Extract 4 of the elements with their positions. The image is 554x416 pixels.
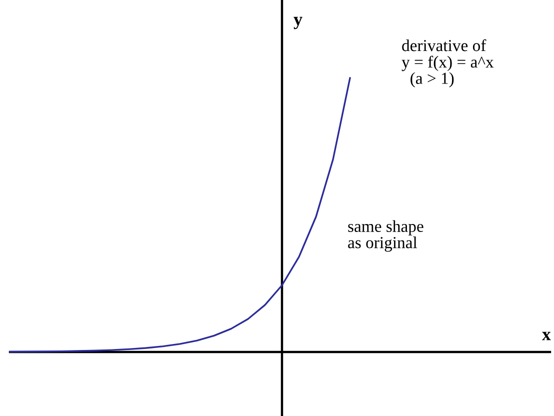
annotation: same shape as original [348,220,424,252]
text: derivative of y = f(x) = a^x (a > 1) [402,39,494,88]
text: x [542,332,551,340]
y-axis-title: y [294,16,302,30]
